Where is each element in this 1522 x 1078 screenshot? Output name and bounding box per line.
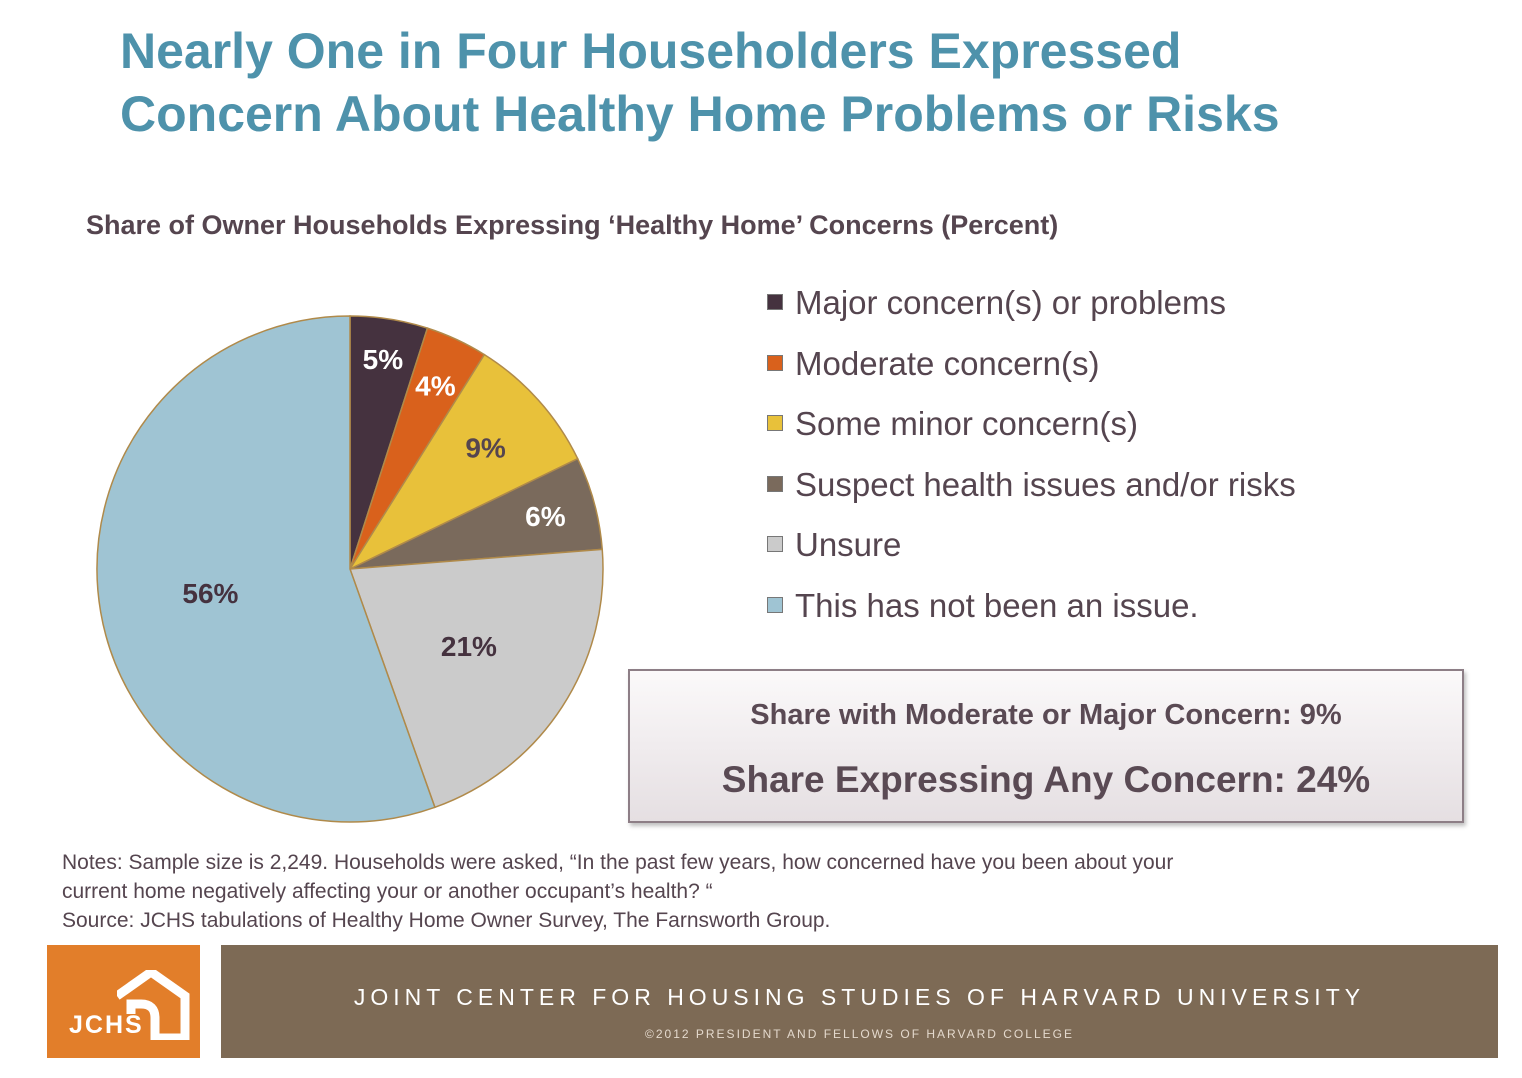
legend-label: Moderate concern(s) [795, 344, 1100, 382]
pie-slices [96, 315, 604, 823]
pie-chart: 5% 4% 9% 6% 21% 56% [96, 315, 604, 823]
legend-label: Unsure [795, 526, 902, 563]
slide-title-line-2: Concern About Healthy Home Problems or R… [120, 86, 1280, 142]
pie-slice-label-4: 6% [525, 501, 566, 532]
footer-org-name: JOINT CENTER FOR HOUSING STUDIES OF HARV… [353, 984, 1366, 1010]
jchs-logo: JCHS [47, 945, 200, 1058]
legend-label: Suspect health issues and/or risks [795, 465, 1296, 503]
summary-moderate-major: Share with Moderate or Major Concern: 9% [750, 699, 1342, 731]
pie-slice-label-1: 5% [363, 344, 404, 375]
legend-label: This has not been an issue. [795, 586, 1199, 624]
legend-swatch [767, 536, 783, 552]
legend-swatch [767, 596, 783, 613]
source-line: Source: JCHS tabulations of Healthy Home… [62, 909, 831, 932]
notes-line-2: current home negatively affecting your o… [62, 880, 713, 903]
notes: Notes: Sample size is 2,249. Households … [62, 848, 1382, 935]
pie-slice-label-2: 4% [415, 371, 456, 402]
house-icon [117, 970, 190, 1040]
legend-swatch [767, 475, 783, 492]
pie-slice-3 [347, 353, 579, 571]
summary-any-concern: Share Expressing Any Concern: 24% [721, 759, 1371, 800]
pie-labels: 5% 4% 9% 6% 21% 56% [182, 344, 565, 662]
legend-swatch [767, 415, 783, 431]
summary-box: Share with Moderate or Major Concern: 9%… [628, 669, 1464, 823]
pie-slice-label-3: 9% [465, 432, 506, 463]
notes-line-1: Notes: Sample size is 2,249. Households … [62, 851, 1174, 874]
pie-slice-label-6: 56% [182, 578, 238, 609]
legend-label: Major concern(s) or problems [795, 284, 1226, 321]
legend-label: Some minor concern(s) [795, 405, 1138, 442]
chart-title: Share of Owner Households Expressing ‘He… [86, 210, 1059, 240]
pie-slice-6 [96, 315, 436, 823]
footer-copyright: ©2012 PRESIDENT AND FELLOWS OF HARVARD C… [645, 1027, 1074, 1041]
logo-text: JCHS [69, 1011, 144, 1039]
slide-title: Nearly One in Four Householders Expresse… [120, 20, 1500, 146]
legend-swatch [767, 294, 783, 310]
footer-band: JOINT CENTER FOR HOUSING STUDIES OF HARV… [221, 945, 1498, 1058]
slide-title-line-1: Nearly One in Four Householders Expresse… [120, 23, 1182, 79]
pie-slice-5 [348, 548, 604, 809]
legend-swatch [767, 354, 783, 371]
pie-slice-label-5: 21% [441, 631, 497, 662]
